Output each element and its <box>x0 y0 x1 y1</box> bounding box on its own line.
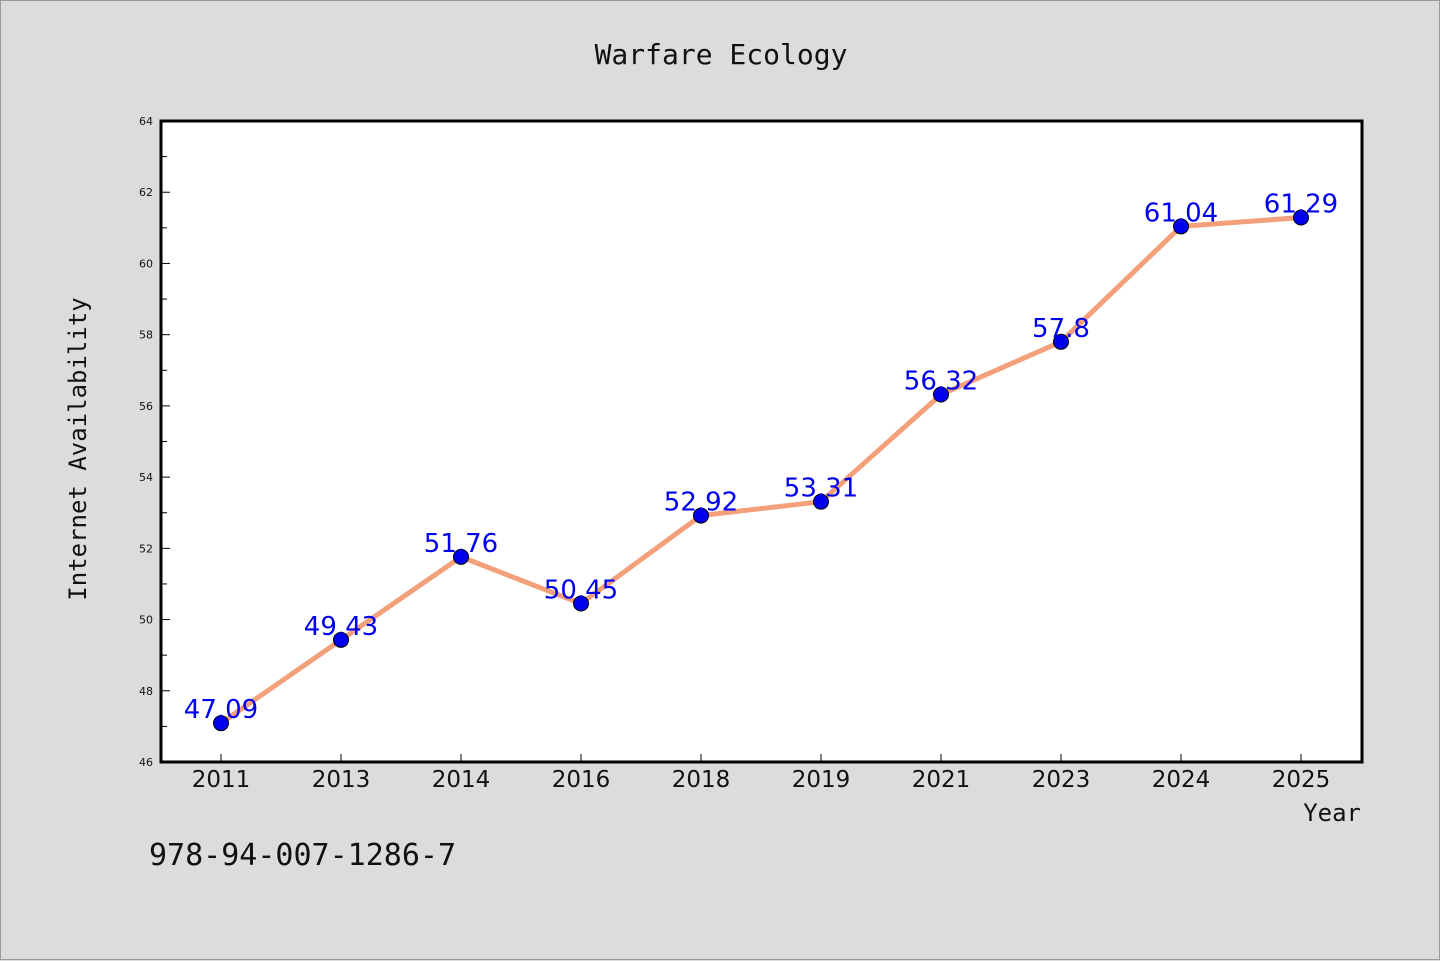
data-point <box>813 493 829 510</box>
chart-title: Warfare Ecology <box>595 38 848 71</box>
data-label: 61.04 <box>1144 198 1218 228</box>
data-label: 57.8 <box>1032 314 1090 344</box>
series-layer: 47.09 49.43 51.76 50.45 52.92 53.31 56.32 57.8 6… <box>184 190 1338 732</box>
y-tick-label: 58 <box>139 329 153 342</box>
x-tick-label: 2016 <box>552 767 611 793</box>
data-point <box>333 631 349 648</box>
y-tick-label: 64 <box>139 115 153 128</box>
y-tick-label: 48 <box>139 685 153 698</box>
data-label: 61.29 <box>1264 190 1338 220</box>
data-point <box>573 595 589 612</box>
y-tick-label: 62 <box>139 186 153 199</box>
y-axis: 46 48 50 52 54 56 58 60 62 64 <box>139 115 170 769</box>
y-tick-label: 52 <box>139 542 153 555</box>
data-point <box>933 386 949 403</box>
data-label: 56.32 <box>904 366 978 396</box>
x-tick-label: 2011 <box>192 767 251 793</box>
x-tick-label: 2021 <box>912 767 971 793</box>
data-point <box>1173 218 1189 235</box>
data-label: 49.43 <box>304 612 378 642</box>
x-tick-label: 2014 <box>432 767 491 793</box>
y-tick-label: 46 <box>139 756 153 769</box>
data-label: 51.76 <box>424 529 498 559</box>
data-label: 53.31 <box>784 474 858 504</box>
data-label: 52.92 <box>664 488 738 518</box>
x-axis: 2011 2013 2014 2016 2018 2019 2021 2023 2024 2025 <box>192 754 1331 793</box>
plot-area <box>159 119 1364 764</box>
x-axis-title: Year <box>1303 799 1361 827</box>
series-line <box>218 215 1304 726</box>
y-tick-label: 56 <box>139 400 153 413</box>
x-tick-label: 2025 <box>1272 767 1331 793</box>
data-label: 47.09 <box>184 695 258 725</box>
data-point <box>693 507 709 524</box>
x-tick-label: 2019 <box>792 767 851 793</box>
data-point <box>213 715 229 732</box>
x-tick-label: 2013 <box>312 767 371 793</box>
data-point <box>1053 333 1069 350</box>
x-tick-label: 2023 <box>1032 767 1091 793</box>
data-point <box>453 548 469 565</box>
x-tick-label: 2024 <box>1152 767 1211 793</box>
y-axis-title: Internet Availability <box>64 297 92 600</box>
data-point <box>1293 209 1309 226</box>
isbn-text: 978-94-007-1286-7 <box>149 838 456 873</box>
data-label: 50.45 <box>544 576 618 606</box>
y-tick-label: 60 <box>139 257 153 270</box>
y-tick-label: 54 <box>139 471 153 484</box>
x-tick-label: 2018 <box>672 767 731 793</box>
y-tick-label: 50 <box>139 614 153 627</box>
